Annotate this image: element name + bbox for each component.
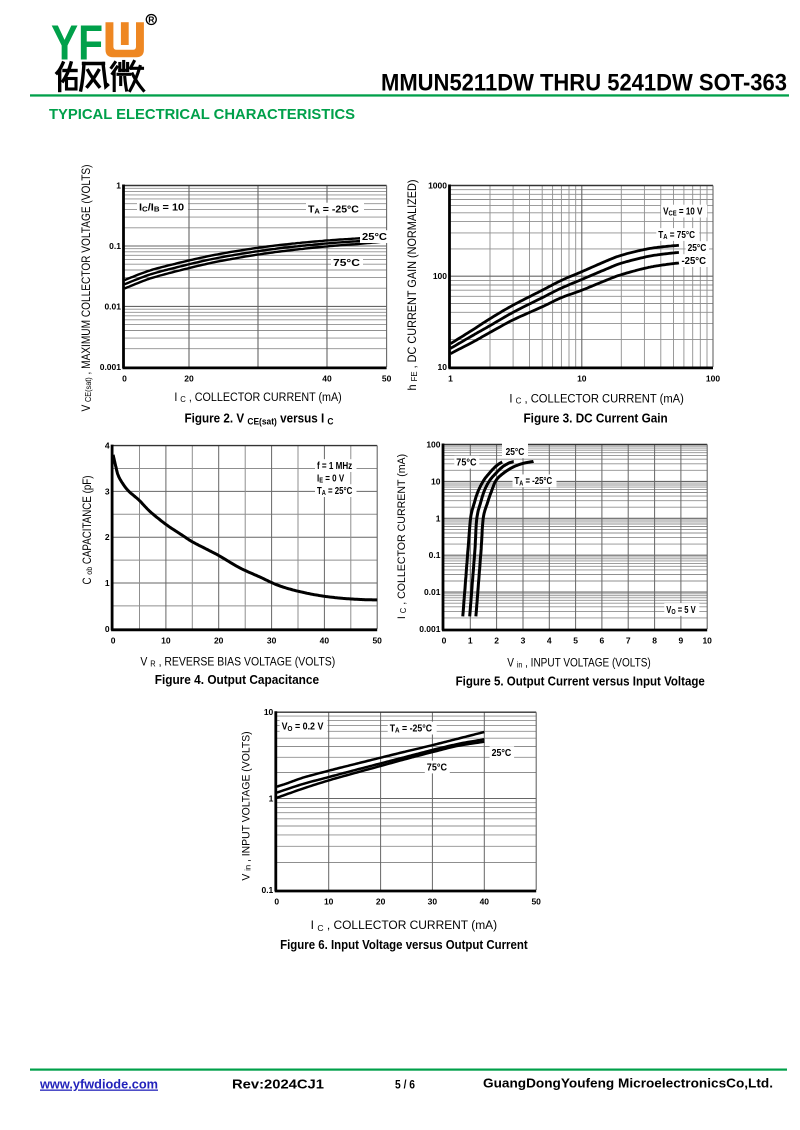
svg-text:VO = 5 V: VO = 5 V — [666, 604, 695, 616]
svg-text:2: 2 — [494, 636, 499, 646]
svg-text:40: 40 — [480, 897, 490, 907]
svg-text:5 / 6: 5 / 6 — [395, 1078, 415, 1092]
svg-text:0.001: 0.001 — [419, 624, 441, 634]
svg-text:4: 4 — [547, 636, 552, 646]
svg-text:TA = 75°C: TA = 75°C — [658, 229, 695, 241]
svg-text:20: 20 — [376, 897, 386, 907]
svg-text:TA = -25°C: TA = -25°C — [515, 475, 553, 487]
svg-text:Figure 2. V CE(sat) versus I C: Figure 2. V CE(sat) versus I C — [184, 411, 334, 426]
svg-text:10: 10 — [431, 476, 441, 486]
svg-text:I C , COLLECTOR CURRENT (mA): I C , COLLECTOR CURRENT (mA) — [396, 454, 409, 619]
svg-text:25°C: 25°C — [492, 746, 512, 758]
svg-text:V CE(sat) , MAXIMUM COLLECTOR: V CE(sat) , MAXIMUM COLLECTOR VOLTAGE (V… — [80, 164, 93, 411]
svg-text:8: 8 — [652, 636, 657, 646]
svg-text:V in , INPUT VOLTAGE (VOLTS): V in , INPUT VOLTAGE (VOLTS) — [240, 731, 253, 880]
svg-text:TYPICAL ELECTRICAL CHARACTERIS: TYPICAL ELECTRICAL CHARACTERISTICS — [49, 106, 355, 123]
svg-text:R: R — [148, 15, 154, 25]
svg-text:V R , REVERSE BIAS VOLTAGE (VO: V R , REVERSE BIAS VOLTAGE (VOLTS) — [140, 656, 335, 669]
svg-text:3: 3 — [521, 636, 526, 646]
svg-text:30: 30 — [428, 897, 438, 907]
svg-text:0.01: 0.01 — [104, 301, 121, 311]
svg-text:Figure 6. Input Voltage versus: Figure 6. Input Voltage versus Output Cu… — [280, 937, 527, 952]
svg-text:10: 10 — [161, 635, 171, 645]
svg-text:Figure 3. DC Current Gain: Figure 3. DC Current Gain — [524, 411, 668, 426]
svg-text:40: 40 — [322, 373, 332, 383]
svg-text:100: 100 — [433, 271, 447, 281]
svg-text:1: 1 — [105, 578, 110, 588]
svg-text:-25°C: -25°C — [682, 256, 706, 267]
svg-text:1: 1 — [468, 636, 473, 646]
svg-text:1: 1 — [436, 513, 441, 523]
svg-text:10: 10 — [702, 636, 712, 646]
svg-text:4: 4 — [105, 441, 110, 451]
svg-text:30: 30 — [267, 635, 277, 645]
svg-text:V in , INPUT VOLTAGE (VOLTS): V in , INPUT VOLTAGE (VOLTS) — [507, 657, 650, 670]
svg-text:VO = 0.2 V: VO = 0.2 V — [282, 721, 324, 733]
svg-text:Rev:2024CJ1: Rev:2024CJ1 — [232, 1077, 324, 1092]
svg-text:YF: YF — [51, 17, 103, 71]
svg-text:10: 10 — [264, 707, 274, 717]
svg-text:7: 7 — [626, 636, 631, 646]
svg-text:50: 50 — [382, 373, 392, 383]
svg-text:h FE , DC CURRENT GAIN (NORMAL: h FE , DC CURRENT GAIN (NORMALIZED) — [407, 179, 420, 390]
svg-text:1: 1 — [269, 794, 274, 804]
svg-text:9: 9 — [679, 636, 684, 646]
svg-text:0: 0 — [105, 624, 110, 634]
svg-text:0: 0 — [274, 897, 279, 907]
svg-text:0: 0 — [122, 373, 127, 383]
svg-text:100: 100 — [706, 373, 720, 383]
svg-text:VCE = 10 V: VCE = 10 V — [663, 206, 702, 218]
svg-text:C ob CAPACITANCE (pF): C ob CAPACITANCE (pF) — [81, 476, 94, 585]
svg-text:25°C: 25°C — [506, 447, 525, 458]
svg-text:40: 40 — [320, 635, 330, 645]
svg-text:75°C: 75°C — [333, 258, 360, 269]
svg-text:I C , COLLECTOR CURRENT (mA): I C , COLLECTOR CURRENT (mA) — [509, 392, 684, 406]
svg-text:75°C: 75°C — [456, 457, 476, 469]
svg-text:3: 3 — [105, 486, 110, 496]
svg-text:I C , COLLECTOR CURRENT (mA): I C , COLLECTOR CURRENT (mA) — [311, 918, 497, 933]
svg-text:IE = 0 V: IE = 0 V — [317, 473, 344, 485]
svg-text:Figure 4. Output Capacitance: Figure 4. Output Capacitance — [155, 673, 319, 688]
svg-text:0.1: 0.1 — [429, 550, 441, 560]
svg-text:10: 10 — [438, 362, 448, 372]
svg-text:TA = -25°C: TA = -25°C — [308, 205, 359, 216]
svg-text:0: 0 — [111, 635, 116, 645]
svg-text:100: 100 — [426, 440, 440, 450]
svg-text:25°C: 25°C — [688, 242, 707, 253]
svg-text:0.001: 0.001 — [100, 362, 122, 372]
svg-text:TA = -25°C: TA = -25°C — [390, 722, 433, 735]
svg-text:50: 50 — [372, 635, 382, 645]
svg-text:0.1: 0.1 — [109, 241, 121, 251]
svg-text:2: 2 — [105, 532, 110, 542]
svg-text:GuangDongYoufeng Microelectron: GuangDongYoufeng MicroelectronicsCo,Ltd. — [483, 1076, 773, 1091]
svg-text:1: 1 — [448, 373, 453, 383]
svg-text:25°C: 25°C — [362, 232, 387, 243]
svg-text:TA = 25°C: TA = 25°C — [317, 485, 353, 497]
svg-text:10: 10 — [324, 897, 334, 907]
svg-text:1000: 1000 — [428, 181, 447, 191]
svg-text:IC/IB = 10: IC/IB = 10 — [139, 203, 184, 214]
svg-text:6: 6 — [600, 636, 605, 646]
svg-text:20: 20 — [214, 635, 224, 645]
svg-text:Figure 5. Output Current versu: Figure 5. Output Current versus Input Vo… — [456, 674, 705, 689]
svg-text:0.1: 0.1 — [261, 885, 273, 895]
svg-text:I C , COLLECTOR CURRENT (mA): I C , COLLECTOR CURRENT (mA) — [174, 392, 342, 405]
svg-text:f = 1 MHz: f = 1 MHz — [317, 460, 353, 471]
svg-text:1: 1 — [116, 181, 121, 191]
svg-text:5: 5 — [573, 636, 578, 646]
svg-text:0.01: 0.01 — [424, 587, 441, 597]
svg-text:10: 10 — [577, 373, 587, 383]
svg-text:0: 0 — [442, 636, 447, 646]
svg-text:20: 20 — [184, 373, 194, 383]
svg-text:75°C: 75°C — [427, 762, 447, 774]
svg-text:50: 50 — [531, 897, 541, 907]
svg-text:MMUN5211DW THRU 5241DW SOT-363: MMUN5211DW THRU 5241DW SOT-363 — [381, 70, 787, 97]
svg-text:www.yfwdiode.com: www.yfwdiode.com — [39, 1077, 158, 1092]
